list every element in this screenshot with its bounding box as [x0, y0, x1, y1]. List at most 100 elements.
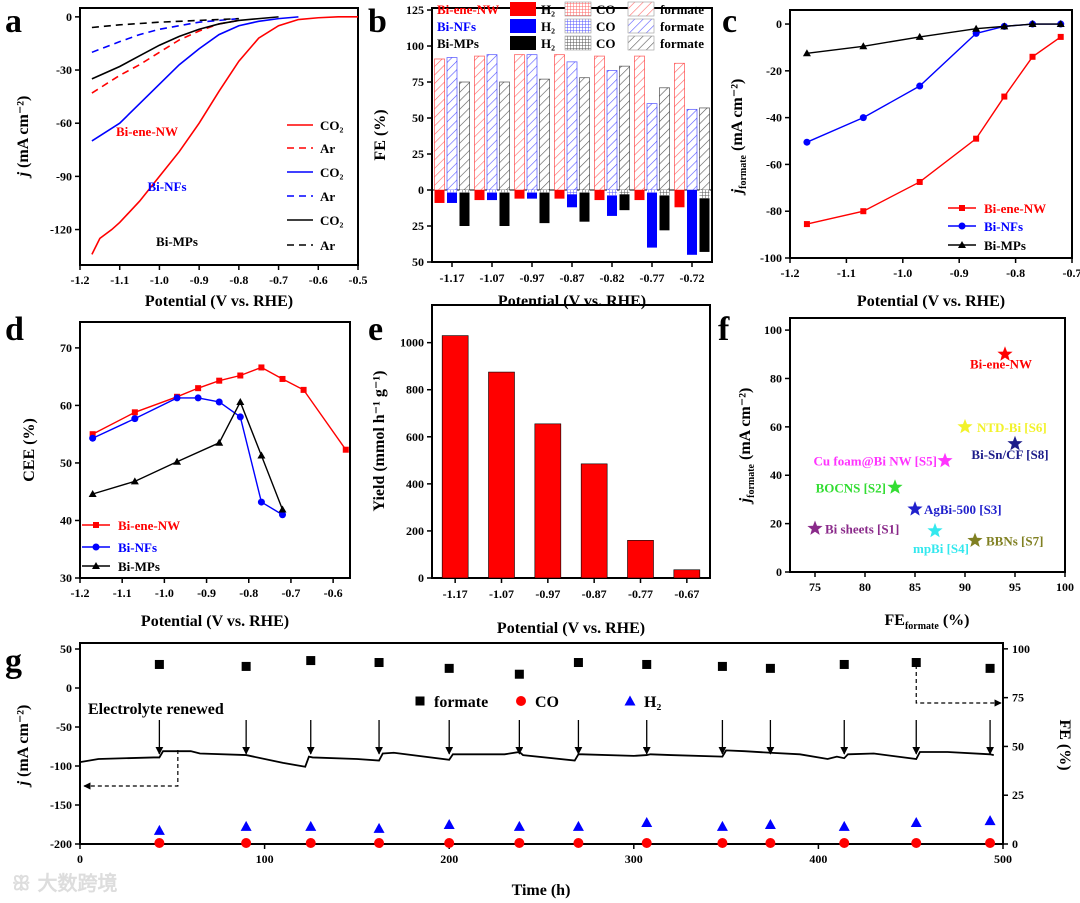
x-tick-label: -0.7: [281, 586, 300, 600]
x-axis-label: Time (h): [512, 882, 571, 899]
legend-label: Bi-NFs: [984, 219, 1023, 234]
label-unit: (mA cm⁻²): [15, 705, 32, 781]
series: [803, 33, 1064, 228]
legend-label: CO: [596, 2, 616, 17]
legend-group-label: Bi-ene-NW: [116, 124, 178, 139]
legend-label: CO₂: [320, 118, 344, 133]
data-point-formate: [374, 658, 384, 668]
bar-h2: [687, 190, 697, 255]
data-point: Bi-ene-NW: [970, 346, 1032, 371]
label-main: j: [15, 780, 32, 788]
legend-label: H₂: [541, 2, 555, 17]
y-tick-label: 400: [406, 477, 424, 491]
dashed-arrow-left-axis: [83, 750, 179, 790]
y-tick-label: 200: [406, 524, 424, 538]
x-tick-label: -1.17: [443, 587, 468, 601]
label-subscript: formate: [905, 621, 939, 632]
legend-group-label: Bi-ene-NW: [437, 2, 499, 17]
x-tick-label: -1.07: [480, 271, 505, 285]
legend-label: H₂: [541, 19, 555, 34]
series-line: [91, 16, 279, 80]
data-point: [173, 457, 182, 465]
bar: [580, 463, 608, 579]
bar-h2: [567, 194, 577, 208]
data-point: [130, 477, 139, 485]
x-tick-label: -0.8: [239, 586, 258, 600]
panel-label: c: [722, 3, 737, 40]
data-point: NTD-Bi [S6]: [957, 418, 1047, 435]
bar: [627, 540, 654, 579]
bar-formate: [686, 108, 698, 191]
panel-e: e Potential (V vs. RHE) Yield (mmol h⁻¹ g⁻…: [368, 304, 711, 637]
x-axis-label: Potential (V vs. RHE): [141, 613, 289, 630]
data-point-co: [154, 838, 165, 849]
data-point: [89, 434, 97, 442]
data-point: mpBi [S4]: [913, 522, 969, 556]
y-tick-label: -80: [766, 204, 782, 218]
star-marker: [907, 501, 923, 516]
data-point: [342, 446, 349, 453]
data-point-formate: [444, 663, 454, 673]
data-point: [89, 431, 96, 438]
data-point: [257, 498, 265, 506]
x-tick-label: -0.72: [680, 271, 705, 285]
x-tick-label: -0.7: [1063, 266, 1080, 280]
bar-formate: [659, 87, 670, 191]
bar-h2: [634, 190, 645, 201]
legend-swatch-h2: [510, 36, 536, 50]
y-tick-label: -40: [766, 111, 782, 125]
bar-formate: [499, 81, 510, 191]
x-tick-label: -0.87: [560, 271, 585, 285]
y-tick-label: 0: [418, 183, 424, 197]
x-tick-label: -0.8: [229, 273, 248, 287]
y-right-tick-label: 25: [1012, 788, 1024, 802]
y-tick-label: 125: [406, 3, 424, 17]
legend-item: Bi-MPs: [82, 559, 160, 574]
label-unit: (mA cm⁻²): [729, 79, 746, 155]
bar-h2: [554, 190, 565, 199]
bar-co: [647, 190, 657, 193]
data-point: BOCNS [S2]: [816, 479, 903, 495]
bar-co: [619, 190, 630, 195]
bar-formate: [606, 70, 618, 191]
x-tick-label: -1.2: [71, 586, 90, 600]
data-point: [1056, 20, 1065, 28]
y-tick-label: 60: [770, 420, 782, 434]
star-marker: [807, 520, 823, 535]
data-point-h: [153, 824, 165, 835]
legend-swatch-co: [564, 18, 592, 34]
x-tick-label: 0: [77, 852, 83, 866]
y-axis-label: jformate (mA cm⁻²): [729, 79, 749, 197]
data-point: [859, 42, 868, 50]
legend-label: Bi-ene-NW: [984, 201, 1046, 216]
data-point-co: [514, 838, 525, 849]
x-tick-label: -1.1: [110, 273, 129, 287]
plot-frame: [79, 642, 1004, 845]
data-point-co: [765, 838, 776, 849]
legend-group-label: Bi-NFs: [437, 19, 476, 34]
data-point: [973, 135, 980, 142]
bar: [534, 423, 562, 579]
panel-c: c Potential (V vs. RHE) jformate (mA cm⁻²)…: [722, 3, 1080, 310]
bar-co: [459, 190, 470, 193]
bar-co: [579, 190, 590, 193]
watermark: ꕥ 大数跨境: [12, 871, 118, 895]
point-label: NTD-Bi [S6]: [977, 420, 1047, 435]
data-point-co: [444, 838, 455, 849]
current-trace: [79, 749, 994, 768]
panel-label: b: [368, 3, 387, 40]
data-point-formate: [717, 661, 727, 671]
bar: [488, 371, 515, 579]
x-tick-label: -0.6: [324, 586, 343, 600]
y-tick-label: 25: [412, 219, 424, 233]
bar-co: [699, 190, 710, 199]
y-tick-label: 30: [60, 571, 72, 585]
y-tick-label: -100: [760, 251, 782, 265]
legend-label: Ar: [320, 141, 335, 156]
legend-group-label: Bi-MPs: [156, 234, 198, 249]
bar-h2: [579, 192, 590, 222]
y-right-axis-label: FE (%): [1056, 719, 1073, 770]
legend-item: formate: [415, 694, 488, 711]
